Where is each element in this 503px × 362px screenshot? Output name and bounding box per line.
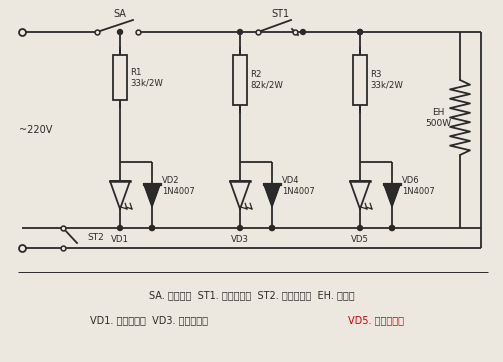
Circle shape: [237, 29, 242, 34]
Text: VD3: VD3: [231, 236, 249, 244]
Circle shape: [270, 226, 275, 231]
Circle shape: [358, 29, 363, 34]
Circle shape: [358, 29, 363, 34]
Circle shape: [149, 226, 154, 231]
Circle shape: [300, 29, 305, 34]
Text: ~220V: ~220V: [19, 125, 52, 135]
Circle shape: [358, 226, 363, 231]
Text: ST2: ST2: [87, 233, 104, 243]
Polygon shape: [264, 184, 280, 206]
Polygon shape: [384, 184, 400, 206]
Text: EH
500W: EH 500W: [425, 108, 451, 128]
Text: VD4
1N4007: VD4 1N4007: [282, 176, 315, 196]
Bar: [353, 55, 367, 105]
Text: R1
33k/2W: R1 33k/2W: [130, 68, 163, 87]
Circle shape: [389, 226, 394, 231]
Text: R3
33k/2W: R3 33k/2W: [370, 70, 403, 90]
Text: VD2
1N4007: VD2 1N4007: [162, 176, 195, 196]
Text: R2
82k/2W: R2 82k/2W: [250, 70, 283, 90]
Circle shape: [270, 226, 275, 231]
Circle shape: [149, 226, 154, 231]
Text: ST1: ST1: [272, 9, 290, 19]
Text: VD6
1N4007: VD6 1N4007: [402, 176, 435, 196]
Text: VD5: VD5: [351, 236, 369, 244]
Circle shape: [118, 29, 123, 34]
Polygon shape: [144, 184, 160, 206]
Text: VD1. 电源指示灯  VD3. 保温指示灯: VD1. 电源指示灯 VD3. 保温指示灯: [90, 315, 214, 325]
Text: VD1: VD1: [111, 236, 129, 244]
Text: VD5. 制热指示灯: VD5. 制热指示灯: [348, 315, 404, 325]
Circle shape: [389, 226, 394, 231]
Circle shape: [237, 226, 242, 231]
Text: SA: SA: [113, 9, 126, 19]
Bar: [113, 55, 127, 100]
Bar: [233, 55, 247, 105]
Text: SA. 电源开关  ST1. 制热温控器  ST2. 保护温控器  EH. 发热器: SA. 电源开关 ST1. 制热温控器 ST2. 保护温控器 EH. 发热器: [149, 290, 355, 300]
Circle shape: [118, 226, 123, 231]
